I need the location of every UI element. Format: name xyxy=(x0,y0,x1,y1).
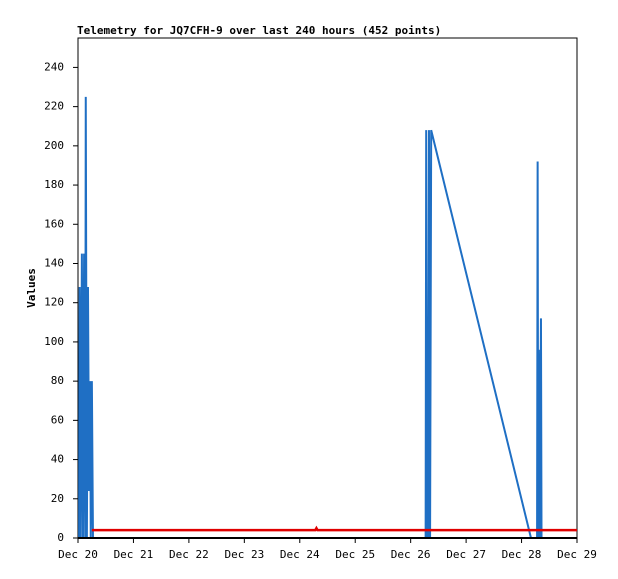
y-tick-label: 0 xyxy=(57,531,64,544)
x-tick-label: Dec 23 xyxy=(224,548,264,561)
x-tick-label: Dec 26 xyxy=(391,548,431,561)
x-tick-label: Dec 20 xyxy=(58,548,98,561)
y-tick-label: 160 xyxy=(44,217,64,230)
y-tick-label: 80 xyxy=(51,374,64,387)
chart-title: Telemetry for JQ7CFH-9 over last 240 hou… xyxy=(77,24,441,37)
y-tick-label: 240 xyxy=(44,60,64,73)
y-tick-label: 100 xyxy=(44,335,64,348)
x-tick-label: Dec 27 xyxy=(446,548,486,561)
y-tick-label: 40 xyxy=(51,453,64,466)
x-tick-label: Dec 22 xyxy=(169,548,209,561)
y-tick-label: 20 xyxy=(51,492,64,505)
y-axis-label: Values xyxy=(25,268,38,308)
x-tick-label: Dec 24 xyxy=(280,548,320,561)
y-tick-label: 200 xyxy=(44,139,64,152)
y-tick-label: 140 xyxy=(44,256,64,269)
series-line xyxy=(91,525,577,532)
y-tick-label: 220 xyxy=(44,100,64,113)
y-tick-label: 120 xyxy=(44,296,64,309)
x-tick-label: Dec 25 xyxy=(335,548,375,561)
series-line xyxy=(78,96,543,539)
x-tick-label: Dec 21 xyxy=(114,548,154,561)
x-tick-label: Dec 29 xyxy=(557,548,597,561)
y-tick-label: 180 xyxy=(44,178,64,191)
x-tick-label: Dec 28 xyxy=(502,548,542,561)
y-tick-label: 60 xyxy=(51,413,64,426)
